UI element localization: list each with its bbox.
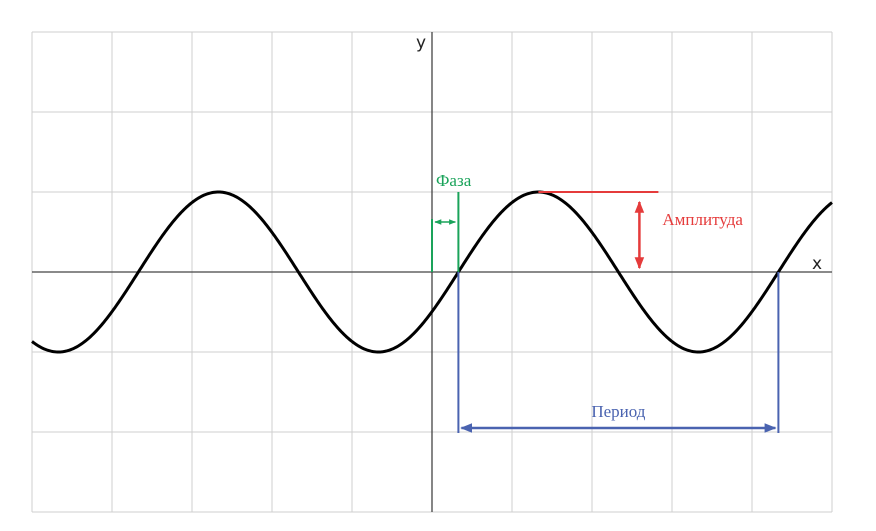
phase-annotation: Фаза — [431, 171, 472, 272]
y-axis-label: y — [416, 33, 426, 53]
phase-label: Фаза — [436, 171, 472, 190]
period-label: Период — [591, 402, 645, 421]
x-axis-label: x — [812, 254, 822, 274]
period-annotation: Период — [457, 272, 780, 433]
amplitude-annotation: Амплитуда — [538, 191, 743, 270]
sine-curve — [31, 190, 833, 354]
amplitude-label: Амплитуда — [662, 210, 743, 229]
